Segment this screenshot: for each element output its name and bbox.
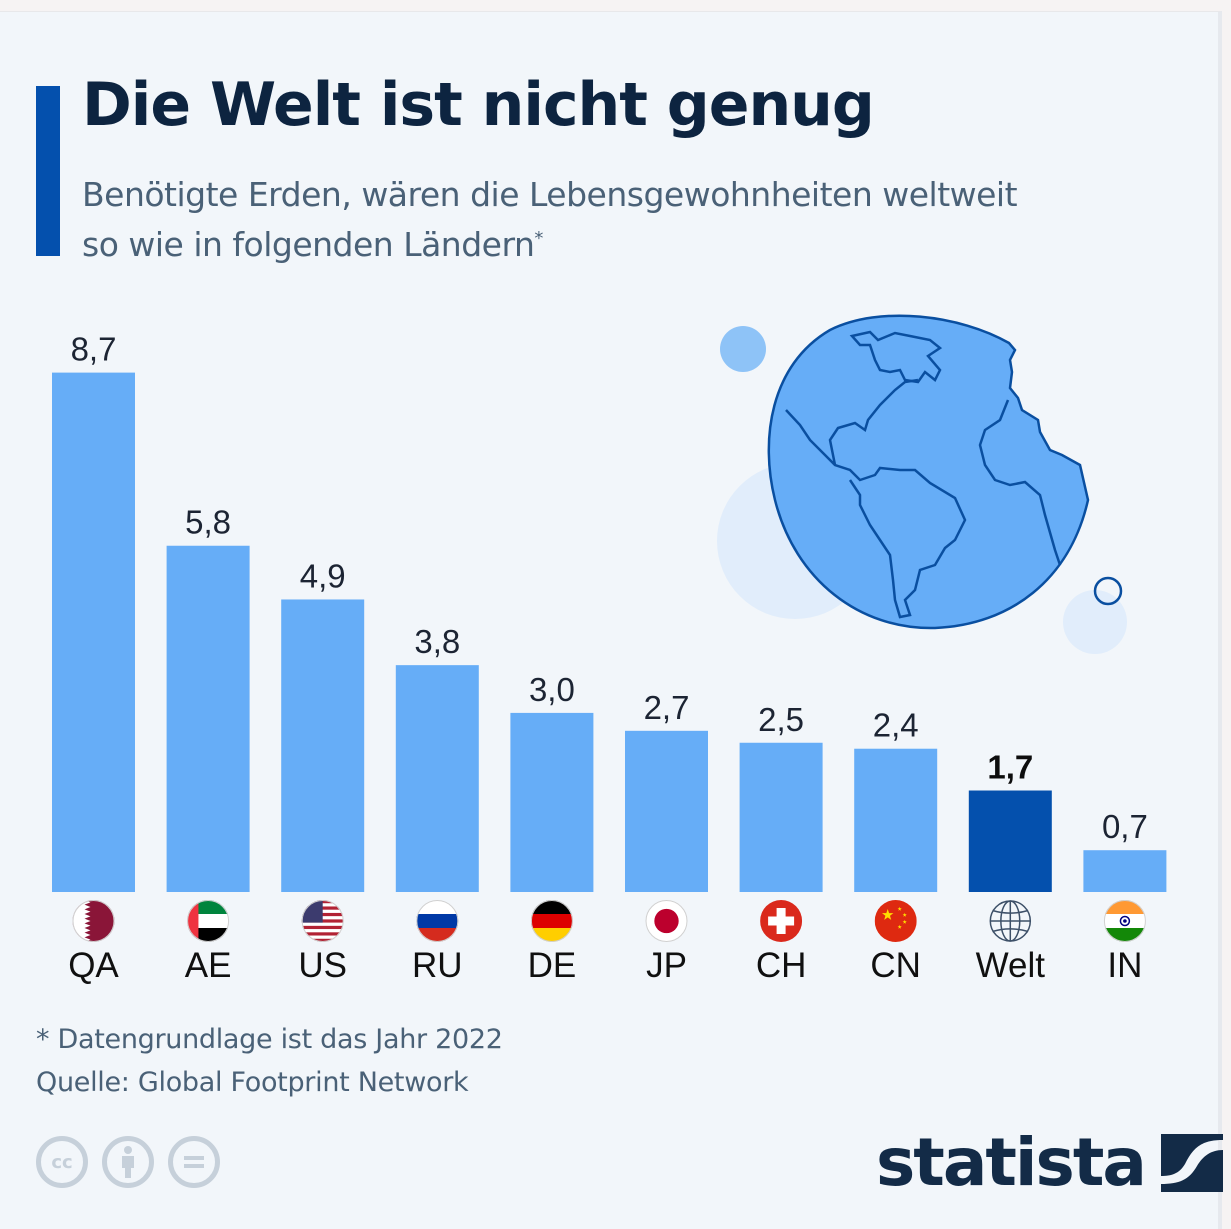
category-label-ae: AE xyxy=(185,946,232,985)
category-label-cn: CN xyxy=(870,946,921,985)
bar-in xyxy=(1083,850,1167,892)
bar-de xyxy=(510,712,594,892)
category-label-de: DE xyxy=(528,946,577,985)
bitten-earth-icon xyxy=(767,314,1090,630)
flag-india-icon xyxy=(1103,900,1146,942)
flag-japan-icon xyxy=(645,900,688,942)
flag-qatar-icon xyxy=(72,900,115,942)
no-derivatives-icon[interactable] xyxy=(168,1136,220,1188)
footnote-note: * Datengrundlage ist das Jahr 2022 xyxy=(36,1024,503,1055)
flag-russia-icon xyxy=(416,900,459,942)
chart-subtitle: Benötigte Erden, wären die Lebensgewohnh… xyxy=(82,170,1042,270)
flag-germany-icon xyxy=(530,900,573,942)
value-label-jp: 2,7 xyxy=(644,689,690,726)
value-label-de: 3,0 xyxy=(529,671,575,708)
value-label-ch: 2,5 xyxy=(758,701,804,738)
subtitle-text: Benötigte Erden, wären die Lebensgewohnh… xyxy=(82,175,1018,264)
bar-ru xyxy=(395,665,479,892)
value-label-cn: 2,4 xyxy=(873,707,919,744)
value-labels-group: 8,7 5,8 4,9 3,8 3,0 2,7 2,5 2,4 1,7 0,7 xyxy=(71,331,1148,846)
footnote-block: * Datengrundlage ist das Jahr 2022 Quell… xyxy=(36,1018,503,1104)
flag-usa-icon xyxy=(301,900,344,942)
globe-illustration xyxy=(717,314,1127,654)
flag-uae-icon xyxy=(187,900,230,942)
category-icons-group xyxy=(72,900,1146,942)
bar-qa xyxy=(52,372,135,892)
category-label-us: US xyxy=(298,946,347,985)
footnote-source: Quelle: Global Footprint Network xyxy=(36,1067,469,1098)
category-label-qa: QA xyxy=(68,946,119,985)
footnote-marker: * xyxy=(534,228,543,249)
category-label-welt: Welt xyxy=(976,946,1046,985)
statista-logo-icon xyxy=(1160,1134,1223,1192)
continent-north-america-arctic xyxy=(849,330,943,384)
globe-icon xyxy=(989,900,1032,942)
bar-ch xyxy=(739,742,823,892)
category-label-ch: CH xyxy=(756,946,807,985)
value-label-qa: 8,7 xyxy=(71,331,117,368)
decor-bubble-ring xyxy=(1093,576,1123,606)
bar-ae xyxy=(166,545,250,892)
bar-welt xyxy=(968,790,1052,892)
value-label-welt: 1,7 xyxy=(987,749,1033,786)
value-label-us: 4,9 xyxy=(300,557,346,594)
category-label-in: IN xyxy=(1107,946,1142,985)
statista-logo[interactable]: statista xyxy=(876,1130,1223,1196)
person-icon xyxy=(122,1146,134,1178)
title-accent-bar xyxy=(36,86,60,256)
bar-jp xyxy=(625,730,708,892)
continent-americas xyxy=(785,378,967,619)
creative-commons-icon[interactable]: cc xyxy=(36,1136,88,1188)
category-labels-group: QA AE US RU DE JP CH CN Welt IN xyxy=(68,946,1142,985)
category-label-ru: RU xyxy=(412,946,463,985)
brand-wordmark: statista xyxy=(876,1124,1147,1201)
bar-cn xyxy=(854,748,938,892)
bars-group xyxy=(52,372,1167,892)
category-label-jp: JP xyxy=(646,946,687,985)
equals-icon xyxy=(184,1156,204,1168)
value-label-ae: 5,8 xyxy=(185,504,231,541)
continent-africa xyxy=(978,399,1062,566)
value-label-in: 0,7 xyxy=(1102,808,1148,845)
flag-switzerland-icon xyxy=(760,900,803,942)
value-label-ru: 3,8 xyxy=(414,623,460,660)
license-icons: cc xyxy=(36,1136,220,1188)
attribution-icon[interactable] xyxy=(102,1136,154,1188)
decor-bubble-filled xyxy=(720,326,766,372)
flag-china-icon xyxy=(874,900,917,942)
decor-bubble-small xyxy=(1063,590,1127,654)
bar-us xyxy=(281,599,365,892)
chart-title: Die Welt ist nicht genug xyxy=(82,70,875,140)
